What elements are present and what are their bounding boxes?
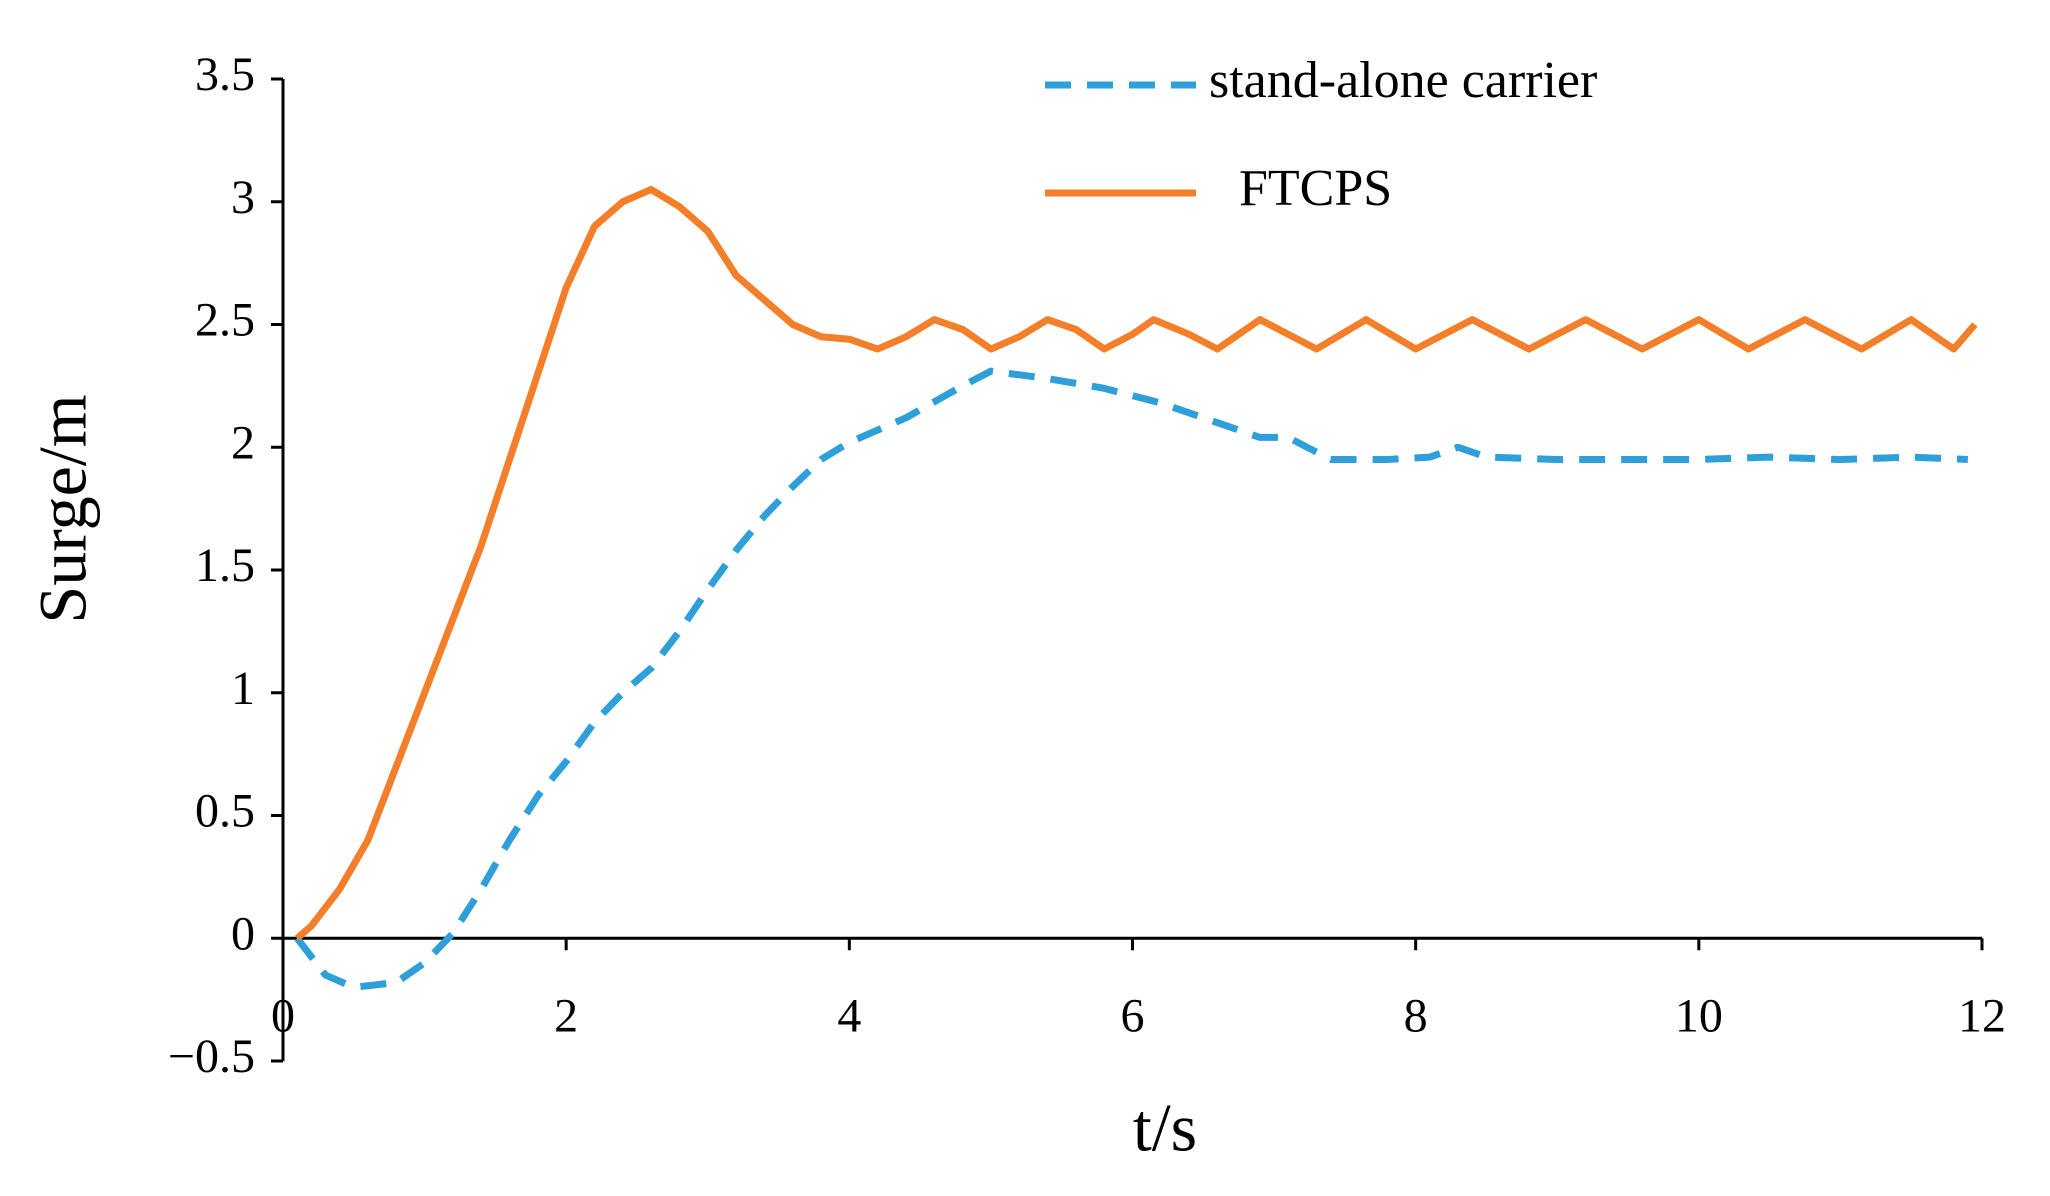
y-tick-label: 0 [231, 907, 255, 960]
x-tick-label: 10 [1675, 989, 1723, 1042]
x-tick-label: 0 [271, 989, 295, 1042]
y-tick-label: 2.5 [195, 294, 255, 347]
x-axis-label: t/s [1133, 1090, 1197, 1166]
y-tick-label: 3.5 [195, 48, 255, 101]
y-tick-label: 2 [231, 416, 255, 469]
x-tick-label: 8 [1404, 989, 1428, 1042]
y-tick-label: 1.5 [195, 539, 255, 592]
y-tick-label: 0.5 [195, 785, 255, 838]
y-tick-label: 1 [231, 662, 255, 715]
legend-label: FTCPS [1239, 160, 1392, 217]
y-tick-label: −0.5 [168, 1030, 255, 1083]
x-tick-label: 6 [1121, 989, 1145, 1042]
x-tick-label: 2 [554, 989, 578, 1042]
y-axis-label: Surge/m [25, 394, 101, 623]
x-tick-label: 12 [1958, 989, 2006, 1042]
x-tick-label: 4 [837, 989, 861, 1042]
data-line [294, 185, 1978, 941]
y-tick-label: 3 [231, 171, 255, 224]
data-line [294, 367, 1968, 991]
legend-label: stand-alone carrier [1209, 52, 1597, 109]
